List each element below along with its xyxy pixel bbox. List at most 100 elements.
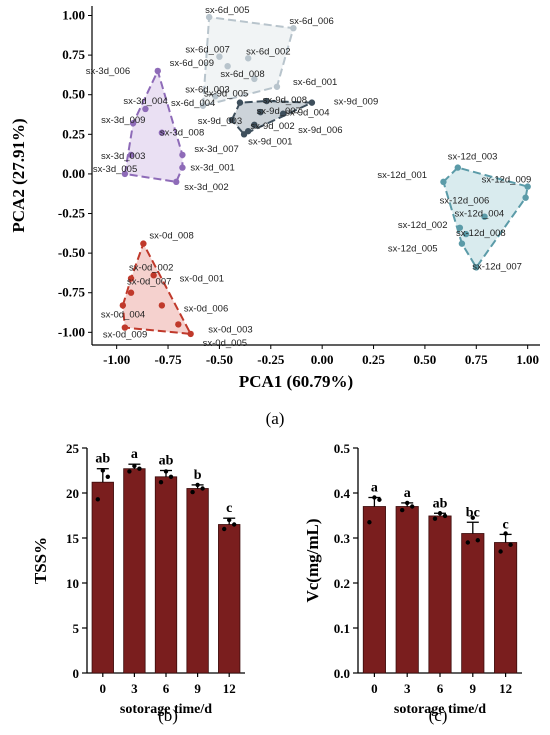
replicate-point: [200, 486, 205, 491]
pca-point: [473, 264, 480, 271]
pca-point-label: sx-12d_005: [388, 244, 438, 255]
bar-y-axis-label: TSS%: [31, 537, 50, 584]
bar-y-tick-label: 5: [73, 621, 80, 636]
pca-y-tick-label: 0.25: [62, 126, 85, 141]
bar: [395, 506, 419, 674]
bar-x-tick-label: 0: [371, 681, 378, 696]
pca-point: [173, 178, 180, 186]
pca-point: [236, 99, 244, 106]
pca-point-label: sx-0d_009: [103, 330, 147, 341]
pca-point-label: sx-0d_006: [184, 303, 228, 314]
replicate-point: [195, 482, 200, 488]
bar-y-tick-label: 0.3: [334, 531, 351, 546]
pca-point: [127, 289, 135, 296]
bar: [154, 476, 178, 674]
replicate-point: [503, 531, 508, 536]
pca-point-label: sx-0d_008: [149, 231, 193, 242]
significance-letter: b: [194, 468, 202, 483]
panel-label-c: (c): [429, 706, 448, 725]
replicate-point: [410, 504, 415, 509]
pca-point: [129, 120, 137, 127]
pca-point: [251, 121, 258, 129]
pca-point-label: sx-12d_004: [455, 209, 505, 220]
pca-point: [121, 170, 129, 178]
pca-y-tick-label: -0.75: [58, 285, 86, 300]
pca-y-tick-label: -1.00: [58, 324, 85, 339]
bar-x-tick-label: 12: [223, 681, 236, 696]
bar: [362, 506, 386, 674]
significance-letter: ab: [159, 454, 174, 469]
replicate-point: [158, 480, 164, 485]
pca-point: [205, 13, 213, 21]
pca-point-label: sx-3d_004: [123, 96, 167, 107]
pca-point: [244, 127, 252, 135]
pca-point-label: sx-12d_003: [448, 152, 498, 163]
pca-point-label: sx-9d_005: [204, 89, 248, 100]
bar-y-tick-label: 20: [66, 486, 79, 501]
replicate-point: [432, 516, 438, 521]
pca-point-label: sx-3d_005: [93, 164, 137, 175]
replicate-point: [163, 469, 169, 474]
pca-point: [158, 302, 166, 309]
pca-x-tick-label: 0.00: [311, 352, 334, 367]
pca-point: [150, 272, 157, 279]
pca-y-axis-label: PCA2 (27.91%): [9, 118, 28, 232]
pca-point: [179, 164, 186, 171]
pca-point-label: sx-3d_008: [160, 128, 204, 139]
pca-point: [119, 302, 127, 309]
pca-point-label: sx-6d_004: [171, 98, 215, 109]
bar-panel-tss: 0 5 10 15 20 25 ab 0 a 3 ab 6 b 9 c 12 sotorage time/d TS…: [31, 441, 245, 725]
bar-x-tick-label: 3: [404, 681, 411, 696]
bar-x-tick-label: 12: [499, 681, 512, 696]
pca-point-label: sx-9d_004: [285, 108, 329, 119]
pca-group-9d: sx-9d_001sx-9d_002sx-9d_003sx-9d_004sx-9…: [198, 89, 379, 148]
pca-point-label: sx-0d_005: [203, 338, 247, 349]
pca-point: [127, 275, 135, 282]
pca-x-tick-label: -1.00: [103, 352, 130, 367]
pca-x-tick-label: -0.25: [257, 352, 285, 367]
pca-point-label: sx-12d_008: [456, 228, 506, 239]
pca-point: [224, 62, 231, 70]
bar-x-tick-label: 3: [131, 681, 138, 696]
significance-letter: c: [226, 501, 232, 516]
replicate-point: [95, 497, 101, 502]
pca-group-0d: sx-0d_001 sx-0d_002 sx-0d_003 sx-0d_004 sx-0…: [101, 231, 253, 349]
pca-point-label: sx-12d_002: [398, 220, 448, 231]
bar-y-tick-label: 0.1: [334, 621, 350, 636]
bar: [494, 542, 518, 674]
pca-point: [158, 129, 166, 136]
replicate-point: [405, 500, 410, 506]
pca-x-axis-label: PCA1 (60.79%): [239, 372, 353, 391]
pca-x-tick-label: -0.75: [154, 352, 182, 367]
pca-point-label: sx-6d_006: [289, 16, 333, 27]
pca-point: [179, 151, 186, 159]
pca-point: [440, 178, 447, 186]
pca-point-label: sx-6d_009: [170, 58, 214, 69]
pca-point: [251, 75, 258, 83]
pca-x-tick-label: 0.25: [362, 352, 385, 367]
pca-point: [121, 324, 129, 331]
pca-point: [199, 102, 207, 109]
replicate-point: [232, 522, 237, 527]
replicate-point: [105, 474, 111, 479]
replicate-point: [100, 468, 106, 473]
pca-point: [279, 110, 287, 117]
pca-point: [228, 116, 235, 124]
pca-point-label: sx-6d_003: [185, 84, 229, 95]
pca-point-label: sx-12d_001: [377, 170, 427, 181]
bar-x-axis-label: sotorage time/d: [394, 702, 486, 717]
pca-point-label: sx-9d_002: [250, 121, 294, 132]
pca-group-6d: sx-6d_001 sx-6d_002 sx-6d_003 sx-6d_004 sx-6…: [170, 5, 337, 109]
replicate-point: [400, 507, 405, 513]
pca-group-3d: sx-3d_001 sx-3d_002 sx-3d_003 sx-3d_004 sx-3…: [86, 66, 239, 193]
pca-point: [127, 151, 135, 159]
replicate-point: [168, 474, 174, 479]
pca-point: [212, 93, 219, 100]
pca-point: [187, 330, 194, 338]
pca-point-label: sx-6d_007: [185, 45, 229, 56]
pca-point: [175, 321, 182, 328]
pca-x-tick-label: 0.50: [414, 352, 437, 367]
bar: [123, 468, 146, 674]
bar: [428, 515, 452, 674]
bar: [186, 488, 209, 674]
